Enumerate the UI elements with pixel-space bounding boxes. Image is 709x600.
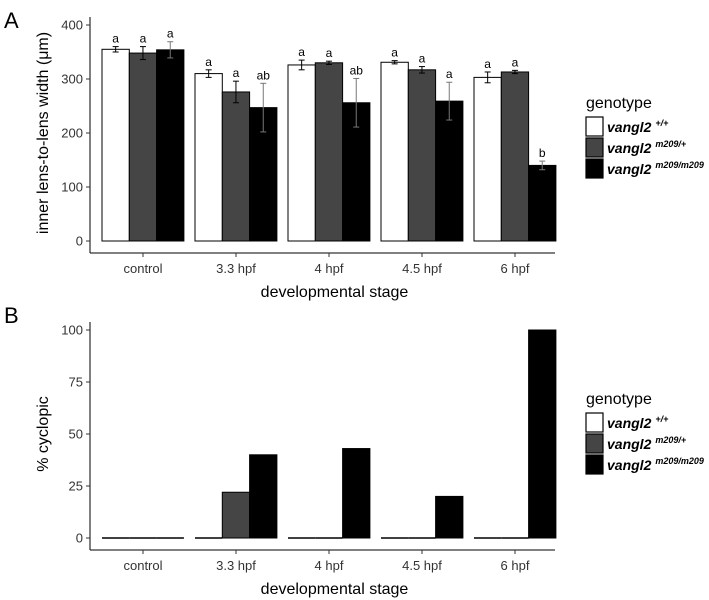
panel-b: B 0 25 50 75 100 control 3.3 hpf 4 hpf 4.5 hpf 6 h… <box>4 303 704 598</box>
bar <box>473 76 502 242</box>
x-tick-label: 4 hpf <box>315 558 344 573</box>
y-tick-label: 400 <box>61 18 83 33</box>
x-tick-label: 4.5 hpf <box>402 558 442 573</box>
bar <box>314 62 344 242</box>
y-tick-label: 100 <box>61 180 83 195</box>
bar <box>128 52 158 242</box>
bar <box>435 495 464 539</box>
legend-entry-name: vangl2 <box>607 415 652 431</box>
y-axis-title: % cyclopic <box>35 396 52 472</box>
y-tick-label: 100 <box>61 323 83 338</box>
legend-entry-superscript: m209/+ <box>655 435 687 445</box>
legend-entry: vangl2 +/+ <box>607 414 669 431</box>
significance-label: a <box>140 32 147 46</box>
y-axis-title: inner lens-to-lens width (μm) <box>35 32 52 234</box>
x-tick-label: 6 hpf <box>501 558 530 573</box>
panel-letter: A <box>4 8 19 33</box>
legend-entry: vangl2 m209/m209 <box>607 456 704 473</box>
y-tick-label: 300 <box>61 72 83 87</box>
bar <box>500 71 530 242</box>
y-tick-label: 200 <box>61 126 83 141</box>
x-axis-title: developmental stage <box>261 284 409 301</box>
significance-label: a <box>326 46 333 60</box>
significance-label: a <box>512 55 519 69</box>
legend-swatch <box>585 454 604 475</box>
bar <box>287 64 316 242</box>
x-tick-label: 3.3 hpf <box>216 558 256 573</box>
x-tick-label: 3.3 hpf <box>216 261 256 276</box>
significance-label: a <box>484 57 491 71</box>
legend-entry-superscript: m209/+ <box>655 139 687 149</box>
legend-title: genotype <box>586 391 652 408</box>
legend-entry-name: vangl2 <box>607 140 652 156</box>
significance-label: a <box>112 32 119 46</box>
bar <box>528 164 557 242</box>
significance-label: a <box>205 55 212 69</box>
bar <box>407 69 437 242</box>
significance-label: ab <box>257 68 271 82</box>
legend-swatch <box>585 116 604 137</box>
y-tick-label: 0 <box>76 531 83 546</box>
legend-entry: vangl2 +/+ <box>607 118 669 135</box>
x-tick-label: 6 hpf <box>501 261 530 276</box>
bar <box>221 491 251 539</box>
y-tick-label: 0 <box>76 234 83 249</box>
y-tick-label: 25 <box>69 479 83 494</box>
legend-swatch <box>585 412 604 433</box>
legend-entry-name: vangl2 <box>607 119 652 135</box>
x-tick-label: 4 hpf <box>315 261 344 276</box>
legend-entry-name: vangl2 <box>607 457 652 473</box>
significance-label: a <box>446 67 453 81</box>
significance-label: a <box>298 45 305 59</box>
bar <box>435 100 464 242</box>
legend-swatch <box>585 137 604 158</box>
y-tick-label: 50 <box>69 427 83 442</box>
legend-swatch <box>585 158 604 179</box>
significance-label: a <box>391 46 398 60</box>
panel-letter: B <box>4 303 19 328</box>
legend-entry-superscript: m209/m209 <box>655 160 704 170</box>
legend-entry-superscript: +/+ <box>655 414 669 424</box>
legend-entry-name: vangl2 <box>607 436 652 452</box>
legend-title: genotype <box>586 95 652 112</box>
x-tick-label: control <box>123 558 162 573</box>
x-tick-label: control <box>123 261 162 276</box>
significance-label: a <box>233 66 240 80</box>
x-tick-label: 4.5 hpf <box>402 261 442 276</box>
bar <box>342 448 371 539</box>
y-tick-label: 75 <box>69 375 83 390</box>
legend-entry: vangl2 m209/+ <box>607 435 687 452</box>
legend-entry: vangl2 m209/m209 <box>607 160 704 177</box>
bar <box>249 454 278 539</box>
significance-label: a <box>419 52 426 66</box>
significance-label: a <box>167 27 174 41</box>
bar <box>380 61 409 242</box>
legend-swatch <box>585 433 604 454</box>
legend-entry-superscript: +/+ <box>655 118 669 128</box>
bar <box>194 73 223 242</box>
bar <box>156 49 185 242</box>
x-axis-title: developmental stage <box>261 581 409 598</box>
bar <box>528 329 557 539</box>
legend-entry-superscript: m209/m209 <box>655 456 704 466</box>
significance-label: b <box>539 146 546 160</box>
bar <box>101 48 130 242</box>
legend-entry: vangl2 m209/+ <box>607 139 687 156</box>
legend-entry-name: vangl2 <box>607 161 652 177</box>
significance-label: ab <box>350 63 364 77</box>
bar <box>221 91 251 242</box>
